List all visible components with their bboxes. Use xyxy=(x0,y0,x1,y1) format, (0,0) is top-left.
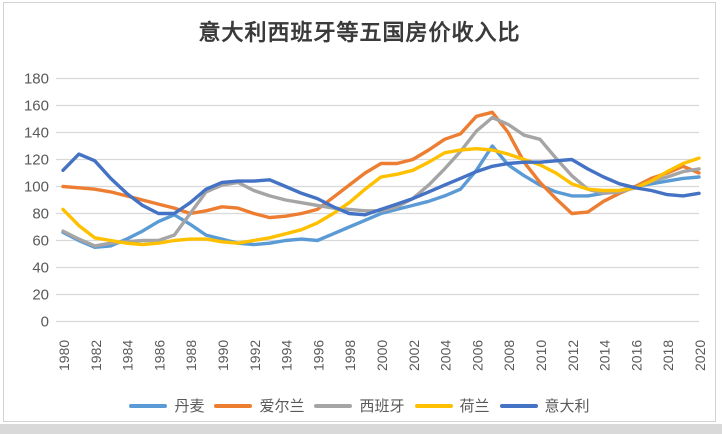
y-axis-tick-label: 20 xyxy=(32,287,49,304)
legend-item-爱尔兰: 爱尔兰 xyxy=(214,395,304,416)
x-axis-tick-label: 2000 xyxy=(374,340,390,371)
y-axis-tick-label: 160 xyxy=(24,98,49,115)
x-axis-tick-label: 1998 xyxy=(342,340,358,371)
legend-item-西班牙: 西班牙 xyxy=(314,395,405,416)
x-axis-tick-label: 1982 xyxy=(88,340,104,371)
x-axis-tick-label: 1996 xyxy=(310,340,326,371)
legend-swatch xyxy=(314,403,353,408)
y-axis-tick-label: 180 xyxy=(24,71,49,88)
legend-item-荷兰: 荷兰 xyxy=(414,395,490,416)
chart-frame: 意大利西班牙等五国房价收入比 0 20 40 60 80 100 120 140 160 180 1… xyxy=(3,2,716,422)
legend: 丹麦 爱尔兰 西班牙 荷兰 意大利 xyxy=(4,395,715,416)
y-axis-tick-label: 100 xyxy=(24,179,49,196)
legend-item-意大利: 意大利 xyxy=(499,395,590,416)
legend-swatch xyxy=(129,403,168,408)
y-axis-tick-label: 40 xyxy=(32,260,49,277)
x-axis-tick-label: 1988 xyxy=(183,340,199,371)
x-axis-tick-label: 2020 xyxy=(692,340,708,371)
legend-label: 爱尔兰 xyxy=(259,397,305,415)
chart-title: 意大利西班牙等五国房价收入比 xyxy=(198,20,521,46)
x-axis-tick-label: 2010 xyxy=(533,340,549,371)
x-axis-tick-label: 1992 xyxy=(247,340,263,371)
x-axis-tick-label: 1990 xyxy=(215,340,231,371)
y-axis-tick-label: 0 xyxy=(41,314,49,331)
x-axis-tick-label: 2012 xyxy=(565,340,581,371)
legend-label: 意大利 xyxy=(544,397,590,415)
series-line-丹麦 xyxy=(61,144,701,250)
line-chart-plot: 0 20 40 60 80 100 120 140 160 180 1980 1982 1984 1986… xyxy=(24,71,708,372)
series-line-意大利 xyxy=(61,152,701,217)
x-axis-tick-label: 2008 xyxy=(501,340,517,371)
legend-swatch xyxy=(414,403,453,408)
x-axis-tick-label: 1980 xyxy=(56,340,72,371)
y-axis-tick-label: 140 xyxy=(24,125,49,142)
x-axis-tick-label: 2002 xyxy=(406,340,422,371)
legend-swatch xyxy=(499,403,538,408)
x-axis-tick-label: 2004 xyxy=(438,340,454,371)
legend-swatch xyxy=(214,403,253,408)
x-axis-tick-label: 1986 xyxy=(151,340,167,371)
window-bottom-strip xyxy=(0,424,722,434)
series-line-荷兰 xyxy=(61,146,701,247)
y-axis-tick-label: 120 xyxy=(24,152,49,169)
legend-label: 西班牙 xyxy=(359,397,405,415)
x-axis-tick-label: 2016 xyxy=(628,340,644,371)
series-line-爱尔兰 xyxy=(61,110,701,220)
legend-label: 丹麦 xyxy=(174,397,205,415)
series-line-西班牙 xyxy=(61,115,701,248)
x-axis-tick-label: 1984 xyxy=(120,340,136,371)
legend-item-丹麦: 丹麦 xyxy=(129,395,204,416)
x-axis-tick-label: 1994 xyxy=(279,340,295,371)
x-axis-tick-label: 2006 xyxy=(469,340,485,371)
x-axis-tick-label: 2018 xyxy=(660,340,676,371)
y-axis-tick-label: 60 xyxy=(32,233,49,250)
y-axis-tick-label: 80 xyxy=(32,206,49,223)
legend-label: 荷兰 xyxy=(459,397,490,415)
x-axis-tick-label: 2014 xyxy=(597,340,613,371)
